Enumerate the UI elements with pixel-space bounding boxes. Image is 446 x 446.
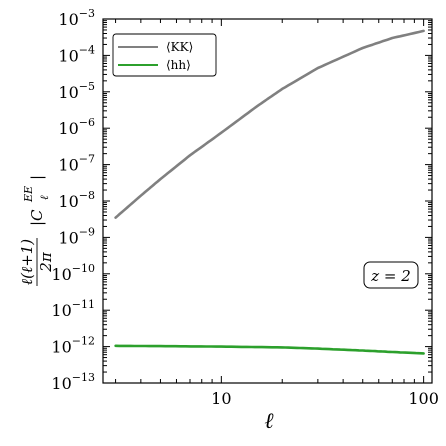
y-tick-label: 10−7: [58, 153, 95, 175]
ticks-layer: [103, 18, 432, 384]
svg-text:EE: EE: [22, 186, 35, 203]
svg-text:ℓ(ℓ+1): ℓ(ℓ+1): [18, 239, 36, 285]
annotation-text: z = 2: [370, 267, 411, 285]
x-tick-label: 100: [408, 389, 439, 408]
legend-box: [112, 33, 217, 77]
y-tick-label: 10−8: [58, 189, 95, 211]
plot-area: [102, 18, 433, 384]
y-axis-label: ℓ(ℓ+1) 2π |C EE ℓ |: [18, 175, 55, 286]
y-tick-label: 10−10: [51, 262, 95, 284]
series-line-1: [114, 344, 425, 355]
svg-text:2π: 2π: [37, 251, 55, 273]
y-tick-label: 10−4: [58, 43, 95, 65]
y-tick-label: 10−13: [51, 371, 95, 393]
svg-text:|C: |C: [28, 209, 46, 226]
legend-label-kk: ⟨KK⟩: [166, 40, 193, 54]
y-tick-label: 10−3: [58, 7, 95, 29]
legend: ⟨KK⟩ ⟨hh⟩: [112, 33, 217, 77]
svg-text:ℓ: ℓ: [38, 195, 51, 200]
legend-label-hh: ⟨hh⟩: [166, 58, 191, 72]
series-line-0: [114, 29, 425, 219]
svg-text:|: |: [28, 175, 46, 180]
x-tick-label: 10: [211, 389, 231, 408]
series-layer: [114, 29, 425, 355]
x-axis-label: ℓ: [264, 409, 274, 434]
annotation-box: [363, 261, 419, 289]
redshift-annotation: z = 2: [363, 261, 419, 289]
y-tick-labels: 10−3 10−4 10−5 10−6 10−7 10−8 10−9 10−10 10−11 10…: [51, 7, 95, 393]
x-tick-labels: 10 100: [211, 389, 439, 408]
y-tick-label: 10−11: [51, 298, 95, 320]
y-tick-label: 10−9: [58, 225, 95, 247]
y-tick-label: 10−6: [58, 116, 95, 138]
y-tick-label: 10−12: [51, 335, 95, 357]
y-tick-label: 10−5: [58, 80, 95, 102]
